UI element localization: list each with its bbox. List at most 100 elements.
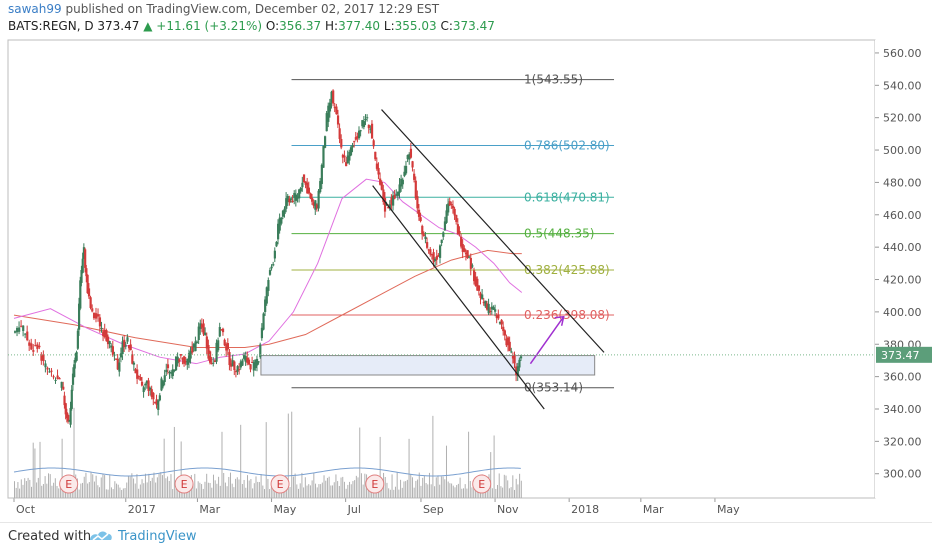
candle-body — [419, 217, 422, 222]
candle-body — [500, 319, 503, 325]
volume-bar — [514, 489, 516, 498]
candle-body — [453, 208, 456, 216]
price-chart[interactable]: 560.00 540.00 520.00 500.00 480.00 460.00 440.… — [0, 0, 932, 522]
candle-body — [377, 167, 380, 175]
volume-bar — [53, 482, 55, 498]
candle-body — [173, 369, 176, 372]
earnings-label: E — [277, 478, 284, 491]
candle-body — [179, 354, 183, 356]
candle-body — [65, 412, 69, 418]
candle-body — [58, 378, 61, 380]
candle-body — [409, 148, 413, 158]
price-axis — [875, 40, 932, 498]
support-box — [260, 355, 596, 376]
candle-body — [44, 363, 47, 368]
volume-bar — [117, 484, 119, 498]
volume-bar — [218, 476, 220, 498]
candle-body — [424, 236, 427, 239]
price-change: +11.61 (+3.21%) — [156, 19, 263, 33]
volume-bar — [20, 479, 22, 498]
volume-bar — [257, 481, 259, 498]
volume-bar — [423, 475, 425, 498]
candle-body — [69, 407, 72, 425]
volume-bar — [29, 479, 31, 498]
volume-bar — [440, 476, 442, 498]
volume-bar — [46, 483, 48, 498]
candle-body — [314, 200, 317, 210]
volume-bar — [133, 478, 135, 498]
volume-bar — [505, 475, 507, 498]
current-price-label: 373.47 — [881, 349, 920, 362]
volume-bar — [332, 485, 334, 498]
volume-bar — [315, 483, 317, 498]
volume-bar — [24, 478, 26, 498]
candle-body — [142, 387, 145, 393]
candle-body — [176, 356, 179, 364]
volume-bar — [153, 472, 155, 498]
author-link[interactable]: sawah99 — [8, 2, 62, 16]
volume-bar — [454, 487, 456, 498]
volume-bar — [221, 431, 223, 498]
candle-body — [144, 383, 147, 386]
volume-bar — [298, 488, 300, 498]
candle-body — [469, 257, 472, 269]
volume-bar — [192, 483, 194, 498]
candle-body — [136, 369, 139, 379]
candle-body — [513, 355, 516, 364]
candle-body — [283, 208, 286, 214]
candle-body — [332, 90, 335, 104]
candle-body — [178, 359, 181, 362]
tradingview-brand[interactable]: TradingView — [118, 529, 197, 544]
volume-bar — [269, 489, 271, 498]
candle-body — [147, 380, 150, 391]
candle-body — [434, 259, 437, 261]
candle-body — [113, 354, 116, 356]
volume-bar — [51, 485, 53, 498]
volume-bar — [434, 486, 436, 498]
candle-body — [387, 207, 390, 209]
close-value: 373.47 — [452, 19, 495, 33]
volume-bar — [510, 487, 512, 498]
volume-bar — [401, 487, 403, 498]
volume-bar — [258, 482, 260, 498]
earnings-label: E — [65, 478, 72, 491]
candle-body — [110, 345, 113, 348]
candle-body — [481, 294, 484, 300]
candle-body — [289, 198, 293, 200]
volume-bar — [282, 489, 284, 498]
volume-bar — [82, 482, 84, 498]
volume-bar — [360, 473, 362, 498]
close-label: C: — [440, 19, 453, 33]
volume-bar — [197, 481, 199, 498]
volume-bar — [291, 411, 293, 498]
candle-body — [484, 300, 487, 307]
candle-body — [80, 270, 83, 283]
candle-body — [20, 325, 23, 327]
candle-body — [288, 198, 291, 203]
volume-bar — [468, 431, 470, 498]
candle-body — [186, 358, 189, 365]
candle-body — [369, 128, 372, 130]
volume-bar — [219, 485, 221, 498]
volume-bar — [226, 486, 228, 498]
earnings-marker — [365, 474, 385, 494]
volume-bar — [112, 489, 114, 498]
candle-body — [189, 351, 192, 359]
candle-body — [429, 249, 432, 255]
volume-bar — [209, 482, 211, 498]
volume-bar — [400, 479, 402, 498]
candle-body — [103, 329, 106, 338]
x-tick-label: 2018 — [571, 503, 599, 516]
volume-bar — [452, 485, 454, 498]
publish-line: sawah99 published on TradingView.com, De… — [8, 2, 439, 16]
channel-lower-line — [372, 185, 545, 410]
candle-body — [358, 130, 361, 139]
candle-body — [421, 225, 424, 235]
earnings-marker — [59, 474, 79, 494]
volume-bar — [102, 474, 104, 498]
plot-area — [7, 39, 876, 499]
x-tick-label: May — [274, 503, 297, 516]
candle-body — [200, 324, 204, 328]
volume-bar — [224, 482, 226, 498]
candle-body — [254, 359, 257, 369]
